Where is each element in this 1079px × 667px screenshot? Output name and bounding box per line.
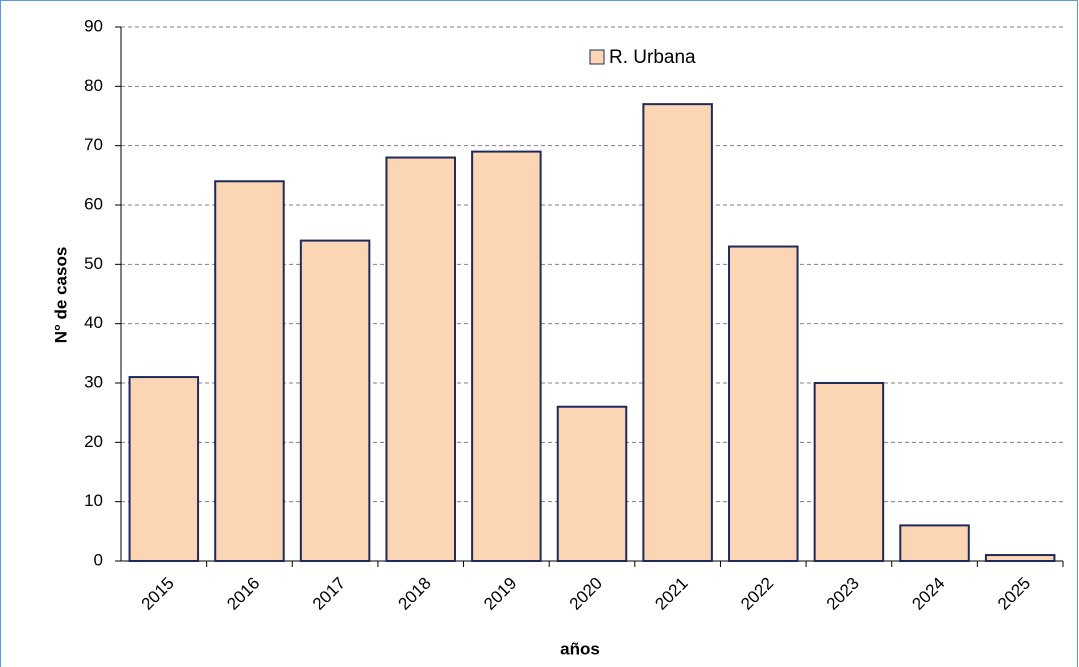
bar [899, 524, 970, 563]
y-tick-label: 10 [84, 491, 103, 510]
y-tick-label: 20 [84, 432, 103, 451]
bar [471, 150, 542, 562]
bar [128, 376, 200, 563]
y-axis-title: N° de casos [51, 247, 70, 344]
y-tick-label: 80 [84, 76, 103, 95]
y-tick-label: 90 [84, 16, 103, 35]
bar [299, 239, 371, 562]
x-axis-title: años [560, 639, 600, 658]
y-tick-label: 0 [94, 550, 103, 569]
bar [642, 103, 713, 562]
bar [385, 156, 456, 563]
bar [813, 382, 885, 562]
y-tick-label: 30 [84, 372, 103, 391]
bar [556, 405, 628, 562]
legend-swatch [589, 49, 605, 65]
bar [984, 554, 1056, 562]
bar [214, 180, 285, 562]
legend-label: R. Urbana [609, 47, 696, 68]
y-tick-label: 70 [84, 135, 103, 154]
y-tick-label: 60 [84, 194, 103, 213]
y-tick-label: 50 [84, 254, 103, 273]
y-tick-label: 40 [84, 313, 103, 332]
bar [728, 245, 799, 563]
